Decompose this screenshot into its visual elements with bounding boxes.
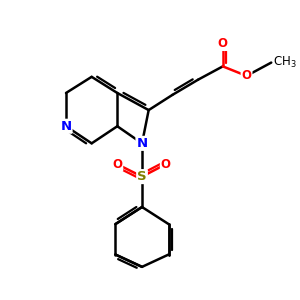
Text: N: N [136,137,148,150]
Text: O: O [112,158,122,171]
Text: O: O [242,69,251,82]
Text: N: N [60,120,72,133]
Text: CH$_3$: CH$_3$ [273,55,297,70]
Text: O: O [218,37,228,50]
Text: O: O [161,158,171,171]
Text: S: S [137,170,147,183]
